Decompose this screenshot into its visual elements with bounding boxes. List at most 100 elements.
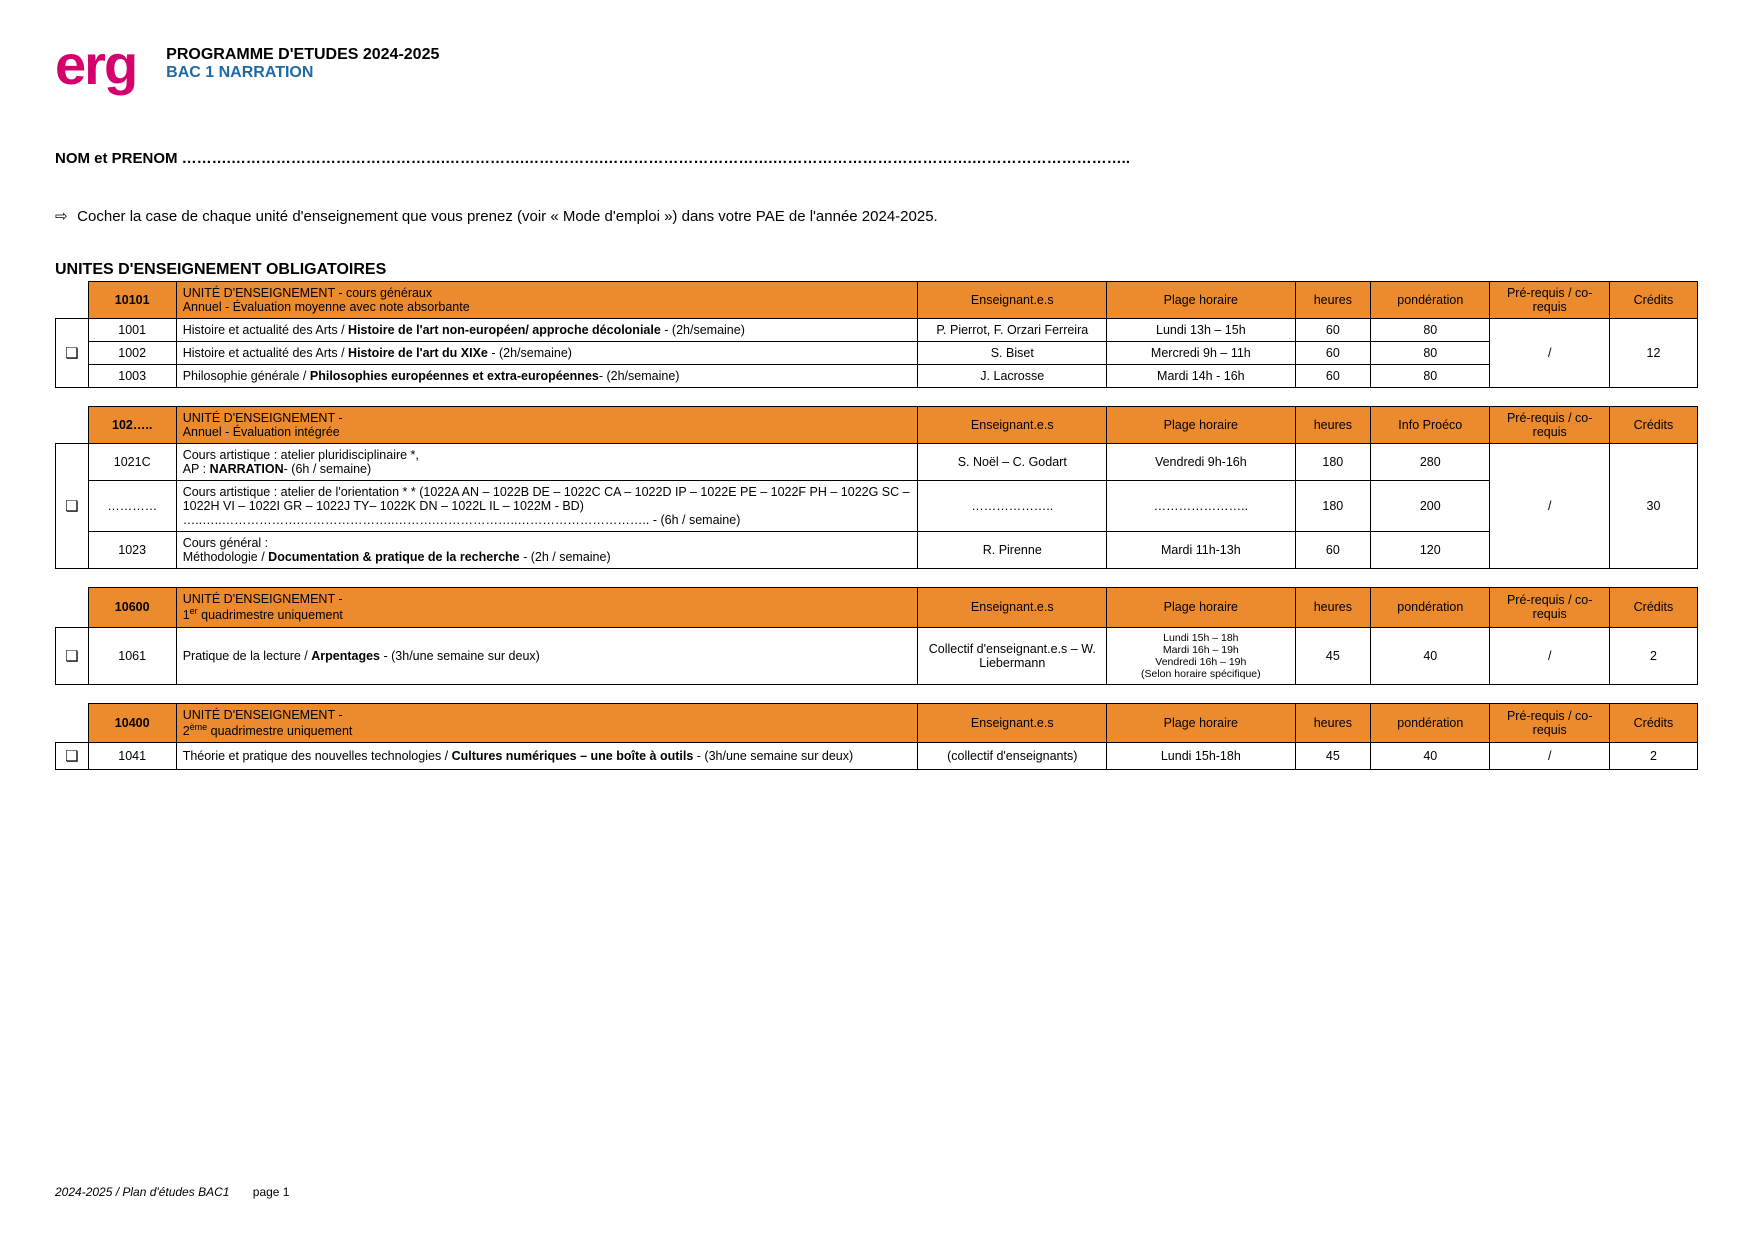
row-prereq: / — [1490, 627, 1609, 684]
row-desc: Théorie et pratique des nouvelles techno… — [176, 742, 918, 769]
unit3-title: UNITÉ D'ENSEIGNEMENT - — [183, 592, 343, 606]
row-time: Mardi 11h-13h — [1107, 532, 1296, 569]
instruction-text: Cocher la case de chaque unité d'enseign… — [77, 208, 938, 225]
col-plage: Plage horaire — [1107, 703, 1296, 742]
unit2-prereq: / — [1490, 444, 1609, 569]
row-desc: Histoire et actualité des Arts / Histoir… — [176, 319, 918, 342]
spacer — [56, 282, 89, 319]
col-prereq: Pré-requis / co-requis — [1490, 703, 1609, 742]
row-hours: 45 — [1295, 742, 1370, 769]
desc-bold: Arpentages — [311, 649, 380, 663]
header: erg PROGRAMME D'ETUDES 2024-2025 BAC 1 N… — [55, 40, 1698, 90]
row-pond: 40 — [1371, 627, 1490, 684]
row-teach: J. Lacrosse — [918, 365, 1107, 388]
row-hours: 60 — [1295, 532, 1370, 569]
row-credits: 2 — [1609, 742, 1697, 769]
time-l1: Lundi 15h – 18h — [1163, 632, 1238, 644]
unit4-sub-post: quadrimestre uniquement — [207, 724, 352, 738]
row-desc: Philosophie générale / Philosophies euro… — [176, 365, 918, 388]
row-desc: Cours artistique : atelier pluridiscipli… — [176, 444, 918, 481]
unit1-title-cell: UNITÉ D'ENSEIGNEMENT - cours généraux An… — [176, 282, 918, 319]
unit1-prereq: / — [1490, 319, 1609, 388]
unit4-checkbox[interactable]: ❏ — [56, 742, 89, 769]
row-pond: 80 — [1371, 342, 1490, 365]
row-pond: 40 — [1371, 742, 1490, 769]
arrow-icon: ⇨ — [55, 207, 73, 225]
row-time: ………………….. — [1107, 481, 1296, 532]
col-credits: Crédits — [1609, 407, 1697, 444]
col-plage: Plage horaire — [1107, 407, 1296, 444]
col-plage: Plage horaire — [1107, 282, 1296, 319]
unit3-table: 10600 UNITÉ D'ENSEIGNEMENT - 1er quadrim… — [55, 587, 1698, 684]
col-info-proeco: Info Proéco — [1371, 407, 1490, 444]
row-hours: 45 — [1295, 627, 1370, 684]
unit2-code: 102….. — [88, 407, 176, 444]
col-pond: pondération — [1371, 703, 1490, 742]
col-heures: heures — [1295, 588, 1370, 627]
row-code: 1041 — [88, 742, 176, 769]
footer-page: page 1 — [253, 1185, 290, 1199]
header-text: PROGRAMME D'ETUDES 2024-2025 BAC 1 NARRA… — [166, 46, 439, 82]
row-time: Lundi 15h-18h — [1107, 742, 1296, 769]
row-credits: 2 — [1609, 627, 1697, 684]
row-time: Vendredi 9h-16h — [1107, 444, 1296, 481]
spacer — [56, 407, 89, 444]
row-desc: Pratique de la lecture / Arpentages - (3… — [176, 627, 918, 684]
unit2-title: UNITÉ D'ENSEIGNEMENT - — [183, 411, 343, 425]
row-time: Lundi 13h – 15h — [1107, 319, 1296, 342]
col-prereq: Pré-requis / co-requis — [1490, 282, 1609, 319]
spacer — [56, 588, 89, 627]
row-pond: 80 — [1371, 319, 1490, 342]
desc-post: - (2h / semaine) — [520, 550, 611, 564]
unit3-sub-post: quadrimestre uniquement — [198, 609, 343, 623]
unit2-table: 102….. UNITÉ D'ENSEIGNEMENT - Annuel - É… — [55, 406, 1698, 569]
desc-bold: Documentation & pratique de la recherche — [268, 550, 519, 564]
unit1-subtitle: Annuel - Évaluation moyenne avec note ab… — [183, 300, 470, 314]
row-time: Lundi 15h – 18h Mardi 16h – 19h Vendredi… — [1107, 627, 1296, 684]
unit1-checkbox[interactable]: ❏ — [56, 319, 89, 388]
desc-pre: AP : — [183, 462, 210, 476]
row-time: Mercredi 9h – 11h — [1107, 342, 1296, 365]
time-l3: Vendredi 16h – 19h — [1155, 656, 1246, 668]
unit2-checkbox[interactable]: ❏ — [56, 444, 89, 569]
desc-post: - (3h/une semaine sur deux) — [380, 649, 540, 663]
col-credits: Crédits — [1609, 588, 1697, 627]
unit3-title-cell: UNITÉ D'ENSEIGNEMENT - 1er quadrimestre … — [176, 588, 918, 627]
desc-pre: Méthodologie / — [183, 550, 268, 564]
unit4-code: 10400 — [88, 703, 176, 742]
col-prereq: Pré-requis / co-requis — [1490, 588, 1609, 627]
desc-bold: Histoire de l'art non-européen/ approche… — [348, 323, 661, 337]
unit4-table: 10400 UNITÉ D'ENSEIGNEMENT - 2ème quadri… — [55, 703, 1698, 770]
col-heures: heures — [1295, 703, 1370, 742]
row-pond: 120 — [1371, 532, 1490, 569]
desc-pre: Pratique de la lecture / — [183, 649, 312, 663]
desc-bold: NARRATION — [210, 462, 284, 476]
unit1-title-prefix: UNITÉ D'ENSEIGNEMENT - — [183, 286, 346, 300]
desc-post: - (2h/semaine) — [661, 323, 745, 337]
row-teach: Collectif d'enseignant.e.s – W. Lieberma… — [918, 627, 1107, 684]
row-pond: 80 — [1371, 365, 1490, 388]
col-enseignants: Enseignant.e.s — [918, 703, 1107, 742]
desc-post: - (2h/semaine) — [488, 346, 572, 360]
col-pond: pondération — [1371, 282, 1490, 319]
unit2-title-cell: UNITÉ D'ENSEIGNEMENT - Annuel - Évaluati… — [176, 407, 918, 444]
unit3-sub-pre: 1 — [183, 609, 190, 623]
col-heures: heures — [1295, 282, 1370, 319]
row-hours: 60 — [1295, 319, 1370, 342]
unit4-title-cell: UNITÉ D'ENSEIGNEMENT - 2ème quadrimestre… — [176, 703, 918, 742]
desc-l1: Cours général : — [183, 536, 268, 550]
footer-text: 2024-2025 / Plan d'études BAC1 — [55, 1185, 229, 1199]
desc-l2: …..…..……………….…………………..……….………………..………………… — [183, 513, 741, 527]
row-hours: 60 — [1295, 342, 1370, 365]
row-code: 1021C — [88, 444, 176, 481]
row-pond: 280 — [1371, 444, 1490, 481]
row-code: 1001 — [88, 319, 176, 342]
desc-bold: Histoire de l'art du XIXe — [348, 346, 488, 360]
unit4-sub-sup: ème — [190, 722, 208, 732]
logo: erg — [55, 40, 136, 90]
unit3-sub-sup: er — [190, 606, 198, 616]
unit3-checkbox[interactable]: ❏ — [56, 627, 89, 684]
row-hours: 180 — [1295, 481, 1370, 532]
row-code: ………… — [88, 481, 176, 532]
row-hours: 60 — [1295, 365, 1370, 388]
